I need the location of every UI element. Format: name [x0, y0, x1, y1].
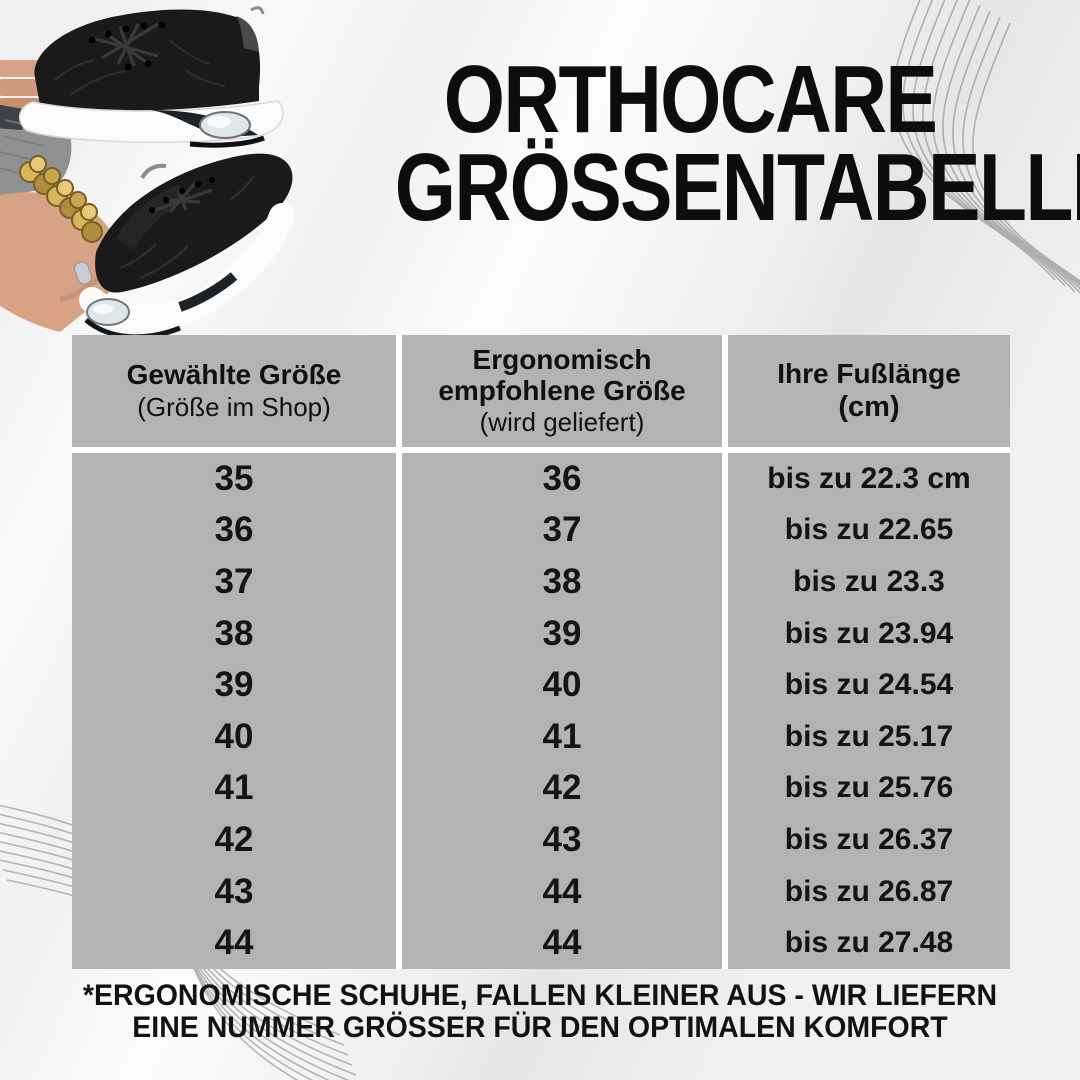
cell-foot-length: bis zu 24.54 — [784, 668, 954, 702]
header-sub-label: (wird geliefert) — [479, 407, 645, 438]
cell-foot-length: bis zu 25.76 — [784, 771, 954, 805]
cell-shop-size: 44 — [214, 923, 254, 963]
cell-foot-length: bis zu 22.3 cm — [767, 461, 971, 495]
cell-shop-size: 40 — [214, 716, 254, 756]
header-sub-label: (cm) — [838, 391, 900, 423]
cell-foot-length: bis zu 23.3 — [793, 564, 945, 598]
header-sub-label: (Größe im Shop) — [137, 391, 331, 422]
footnote: *ERGONOMISCHE SCHUHE, FALLEN KLEINER AUS… — [27, 979, 1053, 1045]
cell-delivered-size: 42 — [542, 768, 582, 808]
cell-delivered-size: 36 — [542, 458, 582, 498]
cell-delivered-size: 40 — [542, 665, 582, 705]
footnote-line-2: EINE NUMMER GRÖSSER FÜR DEN OPTIMALEN KO… — [132, 1011, 948, 1045]
header-foot-length: Ihre Fußlänge (cm) — [728, 335, 1010, 447]
sneaker-bottom — [73, 153, 295, 340]
header-shop-size: Gewählte Größe (Größe im Shop) — [72, 335, 396, 447]
cell-shop-size: 35 — [214, 458, 254, 498]
cell-shop-size: 36 — [214, 510, 254, 550]
size-table: Gewählte Größe (Größe im Shop) Ergonomis… — [72, 335, 1010, 969]
header-main-label: Gewählte Größe — [126, 359, 342, 391]
cell-delivered-size: 44 — [542, 923, 582, 963]
title-line-1: ORTHOCARE — [443, 46, 938, 153]
footnote-line-1: *ERGONOMISCHE SCHUHE, FALLEN KLEINER AUS… — [82, 979, 998, 1012]
cell-delivered-size: 38 — [542, 561, 582, 601]
column-shop-sizes: 35 36 37 38 39 40 41 42 43 44 — [72, 453, 396, 969]
header-delivered-size: Ergonomisch empfohlene Größe (wird gelie… — [402, 335, 722, 447]
laces-top — [91, 22, 159, 67]
cell-shop-size: 38 — [214, 613, 254, 653]
cell-shop-size: 39 — [214, 665, 254, 705]
cell-delivered-size: 37 — [542, 510, 582, 550]
cell-delivered-size: 43 — [542, 819, 582, 859]
cell-foot-length: bis zu 26.87 — [784, 874, 954, 908]
header-main-label: Ihre Fußlänge — [777, 357, 961, 389]
cell-delivered-size: 39 — [542, 613, 582, 653]
cell-shop-size: 43 — [214, 871, 254, 911]
column-delivered-sizes: 36 37 38 39 40 41 42 43 44 44 — [402, 453, 722, 969]
cell-delivered-size: 41 — [542, 716, 582, 756]
cell-shop-size: 42 — [214, 819, 254, 859]
cell-foot-length: bis zu 26.37 — [784, 822, 954, 856]
cell-delivered-size: 44 — [542, 871, 582, 911]
sneakers-photo — [0, 6, 295, 340]
cell-foot-length: bis zu 27.48 — [784, 926, 954, 960]
cell-shop-size: 37 — [214, 561, 254, 601]
title-line-2: GRÖSSENTABELLE — [394, 134, 1080, 242]
gold-chain-anklet — [19, 155, 103, 243]
column-foot-lengths: bis zu 22.3 cm bis zu 22.65 bis zu 23.3 … — [728, 453, 1010, 969]
page-title: ORTHOCARE GRÖSSENTABELLE — [394, 46, 1080, 242]
cell-shop-size: 41 — [214, 768, 254, 808]
sneaker-top — [18, 6, 284, 148]
header-main-label: Ergonomisch empfohlene Größe — [438, 343, 686, 407]
cell-foot-length: bis zu 22.65 — [784, 513, 954, 547]
cell-foot-length: bis zu 23.94 — [784, 616, 954, 650]
cell-foot-length: bis zu 25.17 — [784, 719, 954, 753]
